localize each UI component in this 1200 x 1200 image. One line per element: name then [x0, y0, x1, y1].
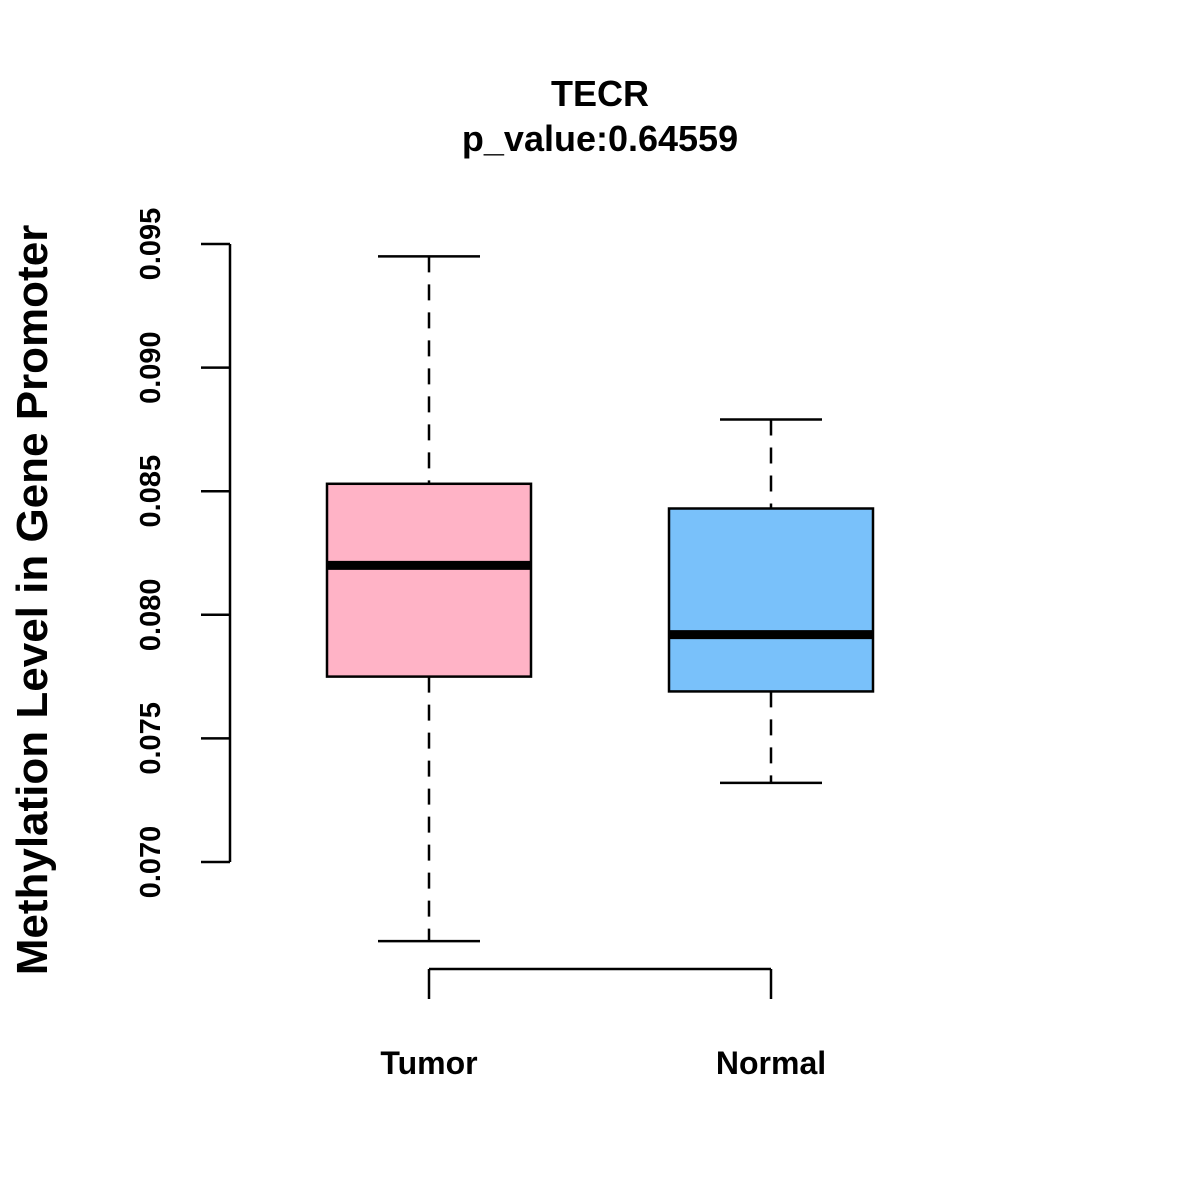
x-axis: Tumor Normal — [380, 967, 826, 1081]
y-tick-label: 0.090 — [135, 331, 167, 404]
y-tick-label: 0.075 — [135, 702, 167, 775]
box-normal — [667, 418, 875, 785]
x-tick-label-normal: Normal — [716, 1045, 826, 1081]
x-tick-label-tumor: Tumor — [380, 1045, 477, 1081]
y-tick-label: 0.080 — [135, 579, 167, 652]
iqr-box — [325, 482, 533, 678]
iqr-box — [667, 507, 875, 693]
box-tumor — [325, 255, 533, 943]
chart-title: TECR — [551, 73, 649, 114]
y-tick-label: 0.095 — [135, 208, 167, 281]
box-group — [325, 255, 875, 943]
y-axis: 0.070 0.075 0.080 0.085 0.090 0.095 — [135, 208, 232, 899]
y-tick-label: 0.085 — [135, 455, 167, 528]
y-axis-label: Methylation Level in Gene Promoter — [8, 225, 57, 976]
y-tick-label: 0.070 — [135, 826, 167, 899]
chart-subtitle-pvalue: p_value:0.64559 — [462, 118, 738, 159]
